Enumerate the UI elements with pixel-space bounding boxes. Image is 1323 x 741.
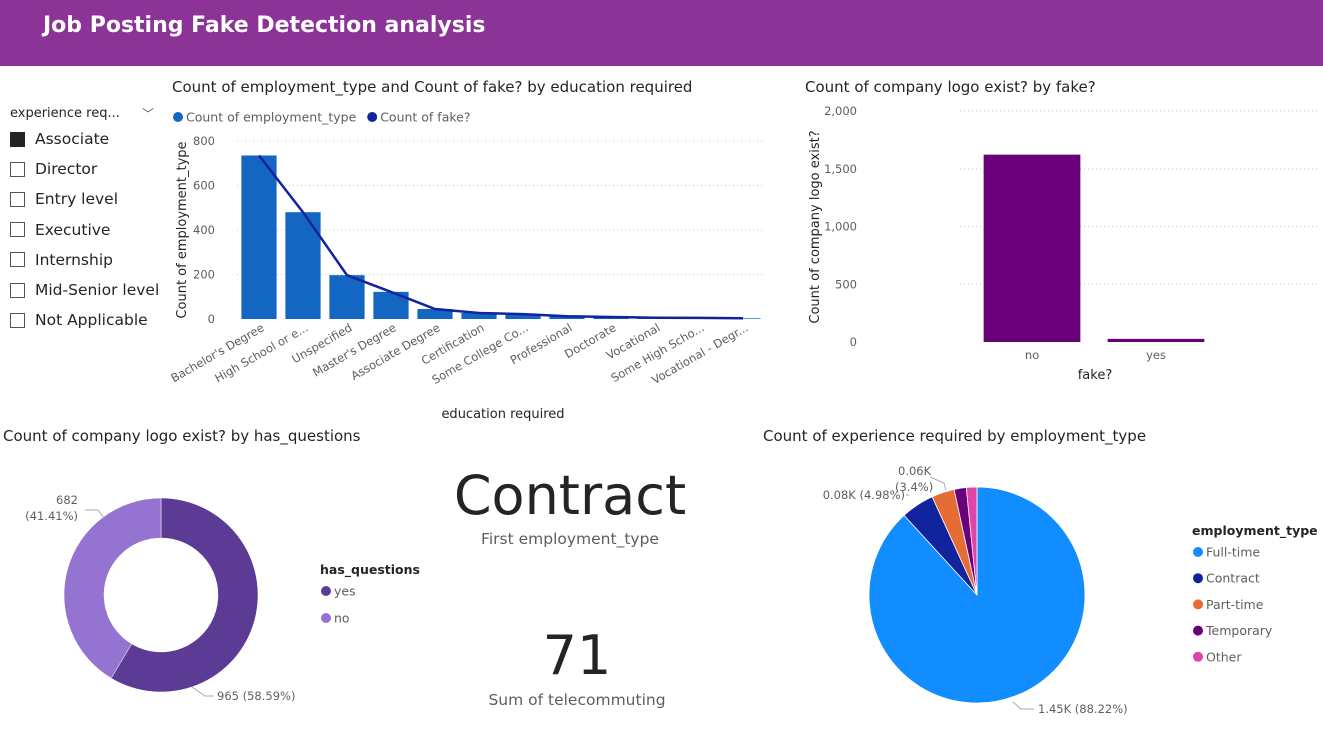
report-title: Job Posting Fake Detection analysis: [43, 13, 486, 38]
y-axis-title: Count of employment_type: [175, 141, 190, 318]
bar[interactable]: [241, 155, 277, 319]
legend-label-2: Count of fake?: [380, 110, 470, 125]
donut-chart-title: Count of company logo exist? by has_ques…: [3, 427, 361, 445]
y-tick-label: 2,000: [824, 104, 857, 118]
x-axis-title: education required: [441, 407, 564, 422]
slicer-item-label: Executive: [35, 220, 111, 239]
checkbox-icon[interactable]: [10, 161, 25, 177]
slicer-item-executive[interactable]: Executive: [10, 215, 160, 245]
legend-label-contract: Contract: [1206, 571, 1260, 586]
x-tick-label: yes: [1146, 348, 1166, 362]
legend-label-full-time: Full-time: [1206, 545, 1260, 560]
y-tick-label: 600: [193, 179, 215, 193]
legend-marker-yes: [321, 586, 331, 596]
slicer-item-not-applicable[interactable]: Not Applicable: [10, 305, 160, 335]
chevron-down-icon[interactable]: ﹀: [141, 106, 154, 121]
slicer-item-internship[interactable]: Internship: [10, 245, 160, 275]
legend-title: has_questions: [320, 562, 420, 578]
x-tick-label: no: [1025, 348, 1039, 362]
pie-slice-other[interactable]: [965, 486, 978, 596]
experience-slicer: experience req... ﹀ Associate Director E…: [10, 102, 160, 335]
bar[interactable]: [549, 316, 585, 319]
logo-bar-chart-title: Count of company logo exist? by fake?: [805, 78, 1096, 96]
data-label: (3.4%): [895, 480, 933, 494]
checkbox-icon[interactable]: [10, 282, 25, 298]
legend-label-temporary: Temporary: [1205, 623, 1273, 638]
legend-label-other: Other: [1206, 649, 1242, 664]
leader-line: [85, 509, 105, 519]
y-tick-label: 0: [850, 335, 857, 349]
slicer-item-label: Director: [35, 160, 98, 179]
y-tick-label: 800: [193, 134, 215, 148]
y-tick-label: 1,000: [824, 220, 857, 234]
legend-marker-part-time: [1193, 599, 1203, 610]
legend-marker-1: [173, 112, 183, 122]
legend-marker-full-time: [1193, 547, 1203, 557]
y-tick-label: 500: [835, 277, 857, 291]
slicer-item-label: Entry level: [35, 190, 119, 209]
y-tick-label: 200: [193, 268, 215, 282]
telecommuting-card-value: 71: [542, 624, 612, 687]
donut-slice-yes[interactable]: [110, 497, 259, 693]
y-tick-label: 0: [208, 312, 215, 326]
legend-marker-other: [1193, 651, 1203, 662]
combo-chart-title: Count of employment_type and Count of fa…: [172, 78, 693, 96]
checkbox-icon[interactable]: [10, 312, 25, 328]
legend-label-no: no: [334, 611, 350, 626]
y-tick-label: 1,500: [824, 162, 857, 176]
bar[interactable]: [461, 312, 497, 319]
slicer-item-label: Mid-Senior level: [35, 281, 160, 300]
telecommuting-card-label: Sum of telecommuting: [488, 691, 666, 709]
legend-label-1: Count of employment_type: [186, 110, 357, 125]
leader-line: [191, 686, 214, 697]
slicer-item-label: Internship: [35, 250, 113, 269]
slicer-item-mid-senior[interactable]: Mid-Senior level: [10, 275, 160, 305]
bar[interactable]: [725, 318, 761, 319]
first-employment-card-label: First employment_type: [481, 530, 659, 548]
slicer-item-entry-level[interactable]: Entry level: [10, 184, 160, 214]
x-axis-title: fake?: [1078, 368, 1113, 383]
first-employment-card-value: Contract: [453, 464, 687, 527]
bar[interactable]: [983, 154, 1081, 342]
data-label: 1.45K (88.22%): [1038, 702, 1128, 716]
legend-marker-no: [321, 613, 331, 623]
y-axis-title: Count of company logo exist?: [808, 130, 823, 323]
donut-slice-no[interactable]: [63, 497, 162, 679]
line-series: [258, 154, 744, 320]
slicer-item-label: Associate: [35, 130, 110, 149]
slicer-item-label: Not Applicable: [35, 311, 148, 330]
checkbox-icon[interactable]: [10, 222, 25, 238]
leader-line: [929, 476, 947, 491]
legend-label-yes: yes: [334, 584, 356, 599]
data-label: (41.41%): [25, 509, 78, 523]
legend-label-part-time: Part-time: [1206, 597, 1264, 612]
checkbox-icon[interactable]: [10, 131, 25, 147]
bar[interactable]: [417, 308, 453, 319]
slicer-item-associate[interactable]: Associate: [10, 124, 160, 154]
report-header: Job Posting Fake Detection analysis: [0, 0, 1323, 66]
y-tick-label: 400: [193, 223, 215, 237]
bar[interactable]: [1107, 338, 1205, 342]
bar[interactable]: [329, 275, 365, 319]
legend-title: employment_type: [1192, 523, 1318, 539]
slicer-header[interactable]: experience req... ﹀: [10, 102, 160, 124]
data-label: 0.08K (4.98%): [823, 488, 905, 502]
data-label: 682: [56, 493, 78, 507]
legend-marker-temporary: [1193, 625, 1203, 636]
slicer-title: experience req...: [10, 105, 120, 121]
bar[interactable]: [505, 314, 541, 319]
legend-marker-contract: [1193, 573, 1203, 584]
checkbox-icon[interactable]: [10, 252, 25, 268]
pie-chart-title: Count of experience required by employme…: [763, 427, 1147, 445]
data-label: 0.06K: [898, 464, 932, 478]
legend-marker-2: [367, 112, 378, 122]
leader-line: [1012, 701, 1034, 710]
checkbox-icon[interactable]: [10, 191, 25, 207]
data-label: 965 (58.59%): [217, 689, 295, 703]
slicer-item-director[interactable]: Director: [10, 154, 160, 184]
